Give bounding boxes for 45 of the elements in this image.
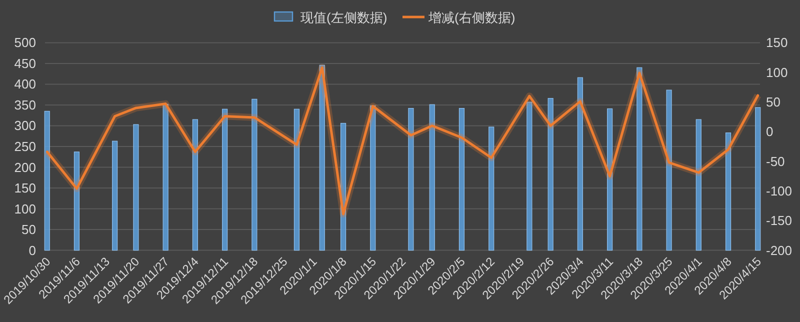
bar bbox=[577, 77, 583, 251]
bar bbox=[548, 98, 554, 251]
legend-label: 现值(左侧数据) bbox=[300, 10, 388, 25]
bar bbox=[666, 90, 672, 251]
y-tick-label: 100 bbox=[14, 201, 36, 216]
y-tick-label: 250 bbox=[14, 139, 36, 154]
bar bbox=[192, 119, 198, 251]
y2-tick-label: 150 bbox=[766, 35, 788, 50]
y2-tick-label: -200 bbox=[766, 242, 792, 258]
bar bbox=[252, 98, 258, 251]
y2-tick-label: 50 bbox=[766, 94, 780, 110]
y-tick-label: 200 bbox=[14, 160, 36, 175]
bar bbox=[458, 108, 465, 251]
bar bbox=[162, 104, 168, 251]
bar bbox=[755, 107, 761, 251]
y-tick-label: 350 bbox=[14, 97, 36, 112]
bar bbox=[429, 104, 435, 251]
bar bbox=[112, 140, 118, 251]
bar bbox=[636, 67, 642, 251]
y2-tick-label: -100 bbox=[766, 183, 792, 198]
y-tick-label: 150 bbox=[14, 180, 36, 196]
bar bbox=[44, 110, 50, 251]
legend-label: 增减(右侧数据) bbox=[428, 10, 516, 25]
y2-tick-label: 100 bbox=[766, 64, 788, 80]
bar bbox=[408, 108, 414, 251]
bar bbox=[696, 119, 702, 251]
bar bbox=[370, 106, 376, 251]
y-tick-label: 0 bbox=[28, 242, 36, 258]
y2-tick-label: 0 bbox=[766, 124, 774, 140]
bar bbox=[222, 108, 228, 251]
y-tick-label: 500 bbox=[14, 35, 36, 50]
bar bbox=[488, 126, 494, 251]
bar bbox=[526, 102, 532, 251]
y-tick-label: 50 bbox=[22, 222, 36, 238]
bar bbox=[607, 108, 613, 251]
y2-tick-label: -50 bbox=[766, 154, 785, 169]
bar bbox=[319, 64, 325, 251]
y-tick-label: 400 bbox=[14, 76, 36, 92]
bar bbox=[74, 152, 80, 251]
y-tick-label: 300 bbox=[14, 118, 36, 134]
bar bbox=[133, 124, 139, 251]
y-tick-label: 450 bbox=[14, 56, 36, 71]
bar bbox=[725, 132, 732, 251]
bar bbox=[294, 108, 300, 251]
y2-tick-label: -150 bbox=[766, 213, 792, 228]
